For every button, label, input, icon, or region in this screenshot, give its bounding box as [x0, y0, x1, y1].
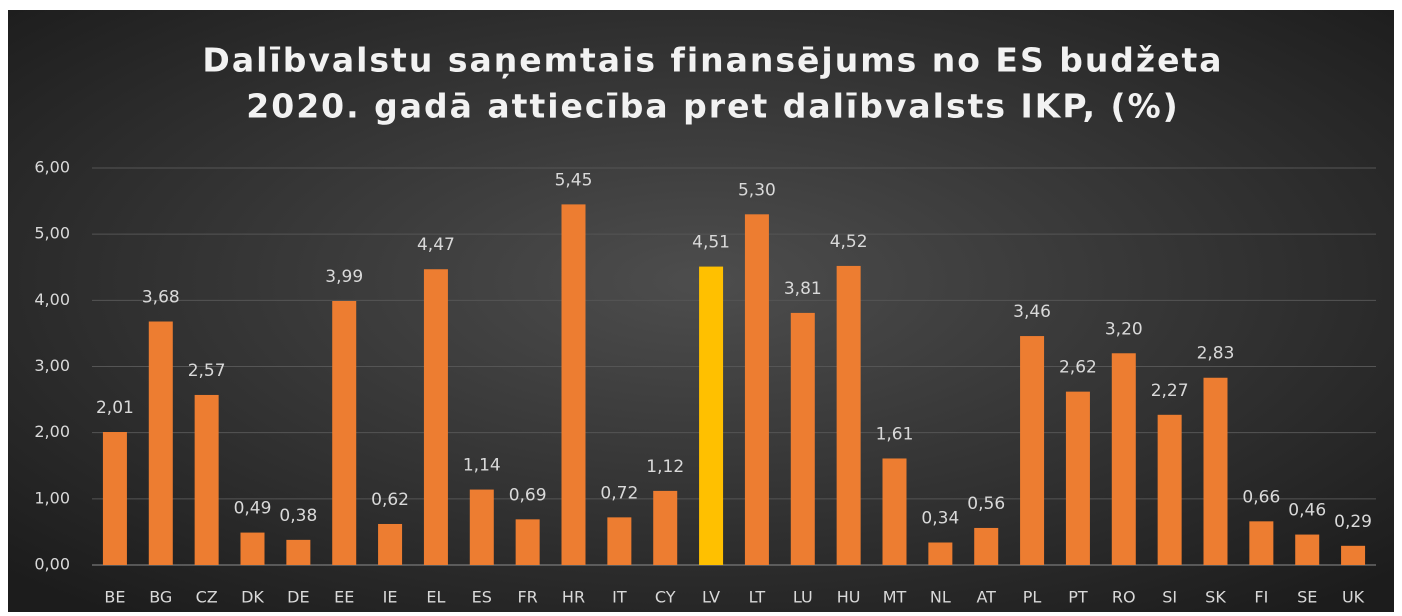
data-label: 5,30 — [738, 180, 776, 200]
y-tick-label: 6,00 — [34, 158, 70, 177]
x-tick-label: SK — [1205, 588, 1226, 607]
data-label: 3,99 — [325, 267, 363, 287]
bar — [332, 300, 357, 565]
x-tick-label: CZ — [196, 588, 218, 607]
bar — [378, 523, 403, 565]
data-label: 5,45 — [555, 170, 593, 190]
bar — [1341, 545, 1366, 565]
x-tick-label: FR — [517, 588, 537, 607]
x-tick-label: LV — [702, 588, 720, 607]
x-tick-label: LT — [749, 588, 766, 607]
data-label: 1,61 — [876, 424, 914, 444]
bar — [607, 517, 632, 565]
bar — [515, 519, 540, 565]
bar — [1020, 336, 1045, 565]
x-tick-label: EL — [426, 588, 445, 607]
data-label: 2,57 — [188, 361, 226, 381]
bar — [836, 265, 861, 565]
bar — [790, 312, 815, 565]
y-tick-label: 2,00 — [34, 422, 70, 441]
x-tick-label: ES — [472, 588, 492, 607]
data-label: 3,20 — [1105, 319, 1143, 339]
bar — [1065, 391, 1090, 565]
bar — [148, 321, 173, 565]
x-tick-label: UK — [1342, 588, 1365, 607]
x-tick-label: CY — [655, 588, 676, 607]
data-label: 4,47 — [417, 235, 455, 255]
x-tick-label: BG — [149, 588, 172, 607]
bar — [1295, 534, 1320, 565]
bar — [469, 489, 494, 565]
x-tick-label: LU — [793, 588, 813, 607]
bar — [882, 458, 907, 565]
data-label: 0,72 — [600, 483, 638, 503]
x-tick-label: PT — [1068, 588, 1088, 607]
bar — [653, 490, 678, 565]
bar — [1203, 377, 1228, 565]
chart-title: Dalībvalstu saņemtais finansējums no ES … — [202, 41, 1223, 80]
x-tick-label: EE — [334, 588, 354, 607]
data-label: 0,66 — [1242, 487, 1280, 507]
y-tick-label: 4,00 — [34, 290, 70, 309]
data-label: 3,46 — [1013, 302, 1051, 322]
data-label: 0,34 — [921, 509, 959, 529]
bar — [1157, 414, 1182, 565]
bar — [974, 527, 999, 565]
bar — [194, 394, 219, 565]
data-label: 0,56 — [967, 494, 1005, 514]
x-tick-label: DK — [241, 588, 264, 607]
data-label: 2,27 — [1151, 381, 1189, 401]
data-label: 2,01 — [96, 398, 134, 418]
y-tick-label: 0,00 — [34, 555, 70, 574]
x-tick-label: FI — [1254, 588, 1268, 607]
x-tick-label: NL — [930, 588, 951, 607]
bar — [561, 204, 586, 565]
bar — [240, 532, 265, 565]
data-label: 0,49 — [234, 499, 272, 519]
x-tick-label: HU — [837, 588, 861, 607]
x-tick-label: SE — [1297, 588, 1317, 607]
y-tick-label: 5,00 — [34, 224, 70, 243]
bar — [102, 432, 127, 565]
data-label: 0,38 — [279, 506, 317, 526]
bar — [286, 539, 311, 565]
chart-title: 2020. gadā attiecība pret dalībvalsts IK… — [246, 87, 1179, 126]
x-tick-label: IE — [383, 588, 398, 607]
x-tick-label: PL — [1023, 588, 1042, 607]
x-tick-label: DE — [287, 588, 309, 607]
x-tick-label: SI — [1162, 588, 1177, 607]
data-label: 0,62 — [371, 490, 409, 510]
y-tick-label: 3,00 — [34, 356, 70, 375]
data-label: 1,14 — [463, 456, 501, 476]
bar — [423, 269, 448, 565]
data-label: 3,68 — [142, 288, 180, 308]
x-tick-label: BE — [104, 588, 125, 607]
data-label: 2,62 — [1059, 358, 1097, 378]
x-tick-label: MT — [883, 588, 907, 607]
x-tick-label: AT — [976, 588, 996, 607]
bar — [699, 266, 724, 565]
y-tick-label: 1,00 — [34, 488, 70, 507]
x-tick-label: IT — [612, 588, 627, 607]
data-label: 2,83 — [1197, 344, 1235, 364]
x-tick-label: RO — [1112, 588, 1136, 607]
data-label: 0,69 — [509, 485, 547, 505]
data-label: 0,46 — [1288, 501, 1326, 521]
bar — [1111, 353, 1136, 565]
bar — [1249, 521, 1274, 565]
bar — [744, 214, 769, 566]
bar — [928, 542, 953, 565]
x-tick-label: HR — [562, 588, 585, 607]
data-label: 0,29 — [1334, 512, 1372, 532]
data-label: 4,52 — [830, 232, 868, 252]
data-label: 4,51 — [692, 233, 730, 253]
data-label: 3,81 — [784, 279, 822, 299]
data-label: 1,12 — [646, 457, 684, 477]
